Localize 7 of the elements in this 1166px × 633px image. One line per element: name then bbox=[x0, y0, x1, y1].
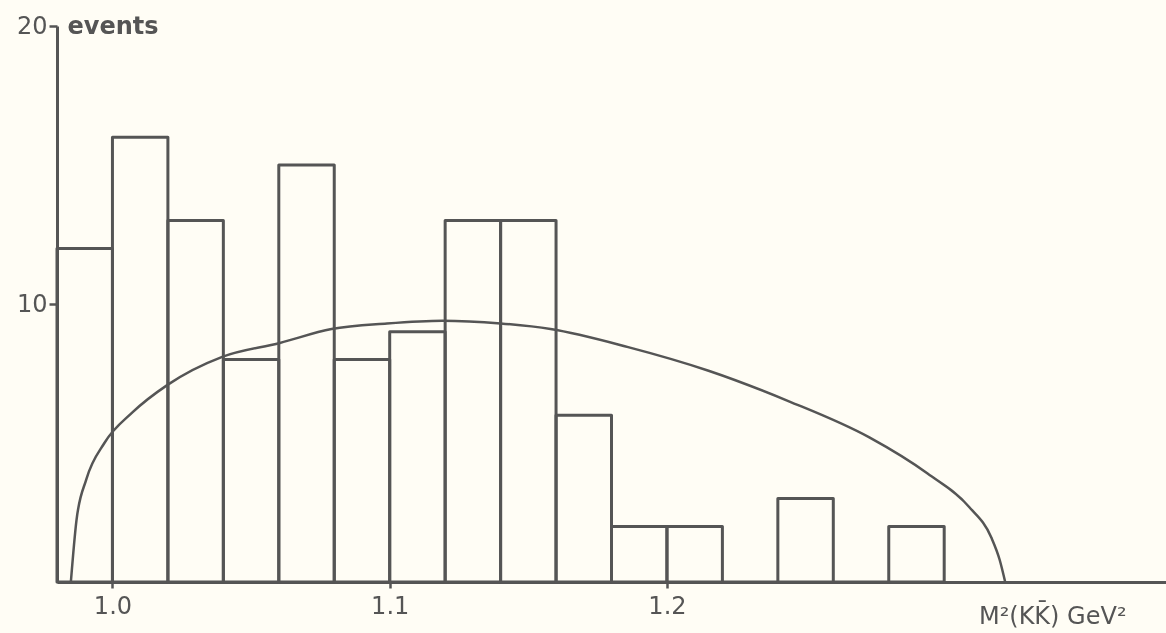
x-tick-label: 1.2 bbox=[648, 591, 687, 620]
y-axis-title: events bbox=[67, 11, 159, 40]
y-tick-label: 10 bbox=[16, 289, 48, 318]
x-tick-label: 1.0 bbox=[93, 591, 133, 620]
x-tick-label: 1.1 bbox=[371, 591, 410, 620]
x-axis-title: M²(KK̄) GeV² bbox=[978, 600, 1127, 630]
y-tick-label: 20 bbox=[16, 11, 48, 40]
